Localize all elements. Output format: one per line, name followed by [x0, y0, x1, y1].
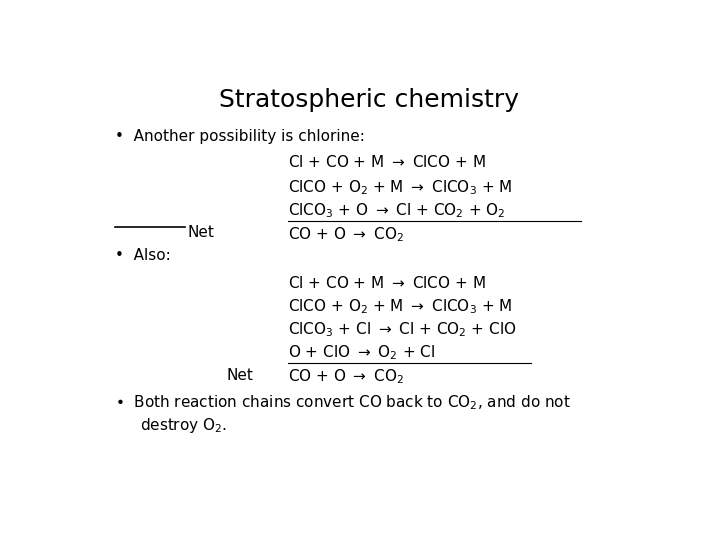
Text: ClCO + O$_2$ + M $\rightarrow$ ClCO$_3$ + M: ClCO + O$_2$ + M $\rightarrow$ ClCO$_3$ …	[288, 178, 513, 197]
Text: CO + O $\rightarrow$ CO$_2$: CO + O $\rightarrow$ CO$_2$	[288, 368, 404, 386]
Text: CO + O $\rightarrow$ CO$_2$: CO + O $\rightarrow$ CO$_2$	[288, 225, 404, 244]
Text: O + ClO $\rightarrow$ O$_2$ + Cl: O + ClO $\rightarrow$ O$_2$ + Cl	[288, 343, 435, 362]
Text: destroy O$_2$.: destroy O$_2$.	[140, 416, 228, 435]
Text: Cl + CO + M $\rightarrow$ ClCO + M: Cl + CO + M $\rightarrow$ ClCO + M	[288, 275, 486, 291]
Text: •  Both reaction chains convert CO back to CO$_2$, and do not: • Both reaction chains convert CO back t…	[115, 393, 571, 412]
Text: Net: Net	[227, 368, 253, 382]
Text: ClCO$_3$ + Cl $\rightarrow$ Cl + CO$_2$ + ClO: ClCO$_3$ + Cl $\rightarrow$ Cl + CO$_2$ …	[288, 321, 517, 339]
Text: •  Another possibility is chlorine:: • Another possibility is chlorine:	[115, 129, 365, 144]
Text: ClCO$_3$ + O $\rightarrow$ Cl + CO$_2$ + O$_2$: ClCO$_3$ + O $\rightarrow$ Cl + CO$_2$ +…	[288, 201, 505, 220]
Text: Stratospheric chemistry: Stratospheric chemistry	[219, 87, 519, 112]
Text: Net: Net	[188, 225, 215, 240]
Text: ClCO + O$_2$ + M $\rightarrow$ ClCO$_3$ + M: ClCO + O$_2$ + M $\rightarrow$ ClCO$_3$ …	[288, 298, 513, 316]
Text: Cl + CO + M $\rightarrow$ ClCO + M: Cl + CO + M $\rightarrow$ ClCO + M	[288, 154, 486, 170]
Text: •  Also:: • Also:	[115, 248, 171, 263]
